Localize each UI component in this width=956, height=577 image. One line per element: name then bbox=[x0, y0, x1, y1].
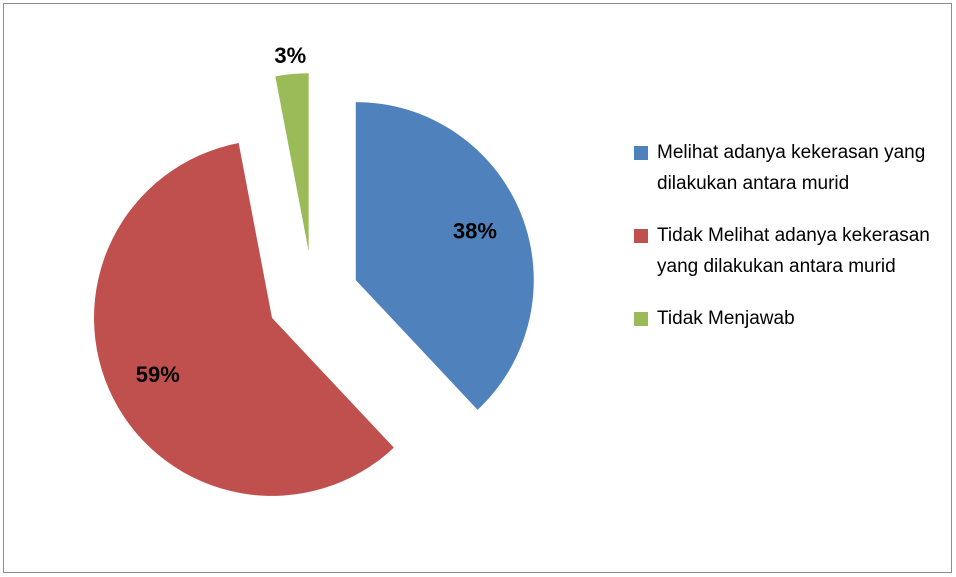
legend-label: Tidak Menjawab bbox=[657, 308, 795, 329]
pie-slice bbox=[355, 102, 534, 410]
pie-slice bbox=[275, 73, 309, 252]
data-label: 59% bbox=[136, 362, 180, 387]
legend-swatch bbox=[634, 146, 648, 160]
legend-label: Melihat adanya kekerasan yang dilakukan … bbox=[657, 142, 931, 194]
data-label: 38% bbox=[453, 219, 497, 244]
legend-swatch bbox=[634, 312, 648, 326]
legend-label: Tidak Melihat adanya kekerasan yang dila… bbox=[657, 225, 935, 277]
data-label: 3% bbox=[274, 43, 306, 68]
legend-swatch bbox=[634, 229, 648, 243]
pie-slice bbox=[94, 143, 394, 496]
